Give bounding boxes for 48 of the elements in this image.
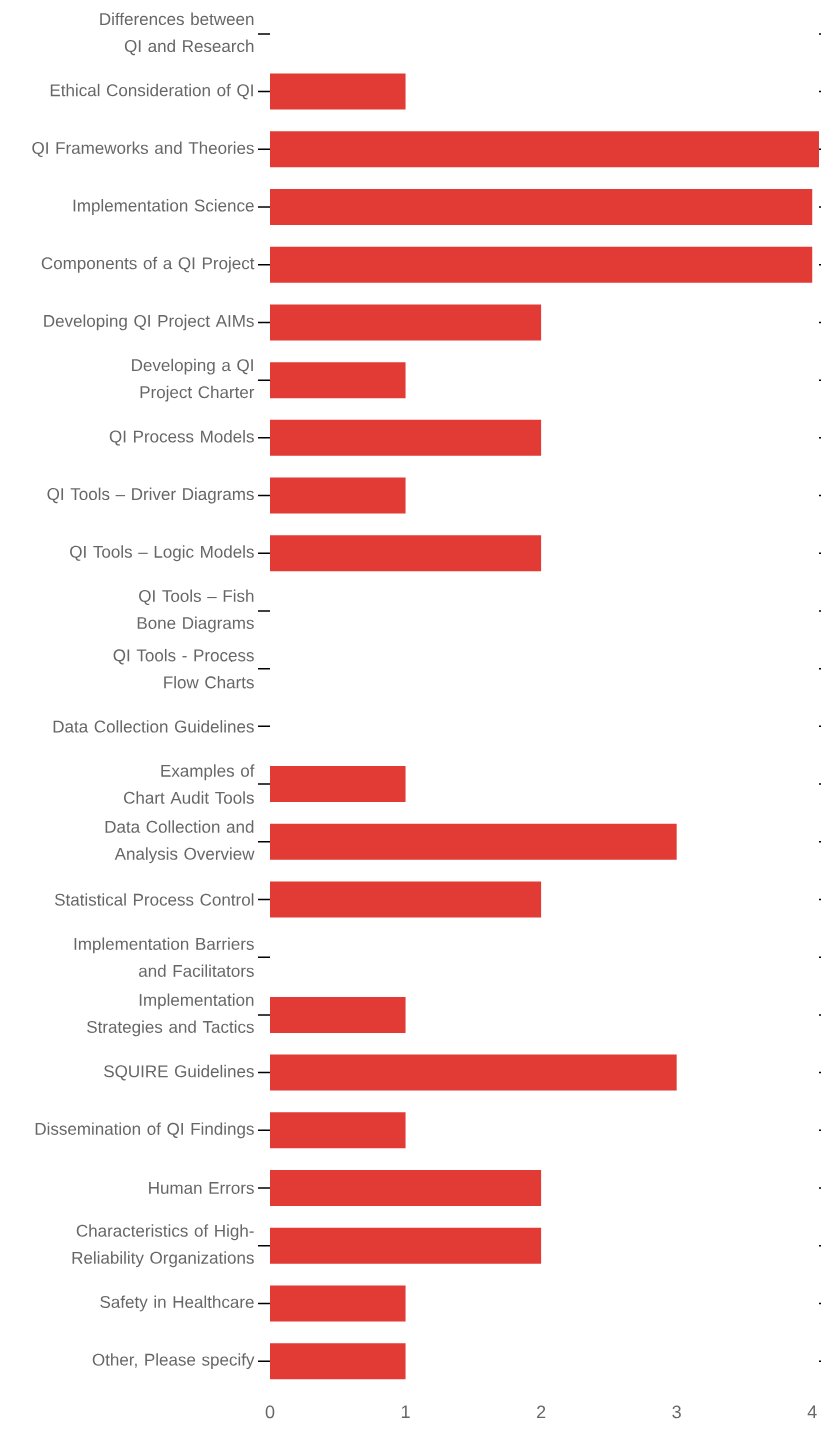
- bar: [270, 1343, 406, 1380]
- y-tick-label: Characteristics of High-Reliability Organizations: [72, 1224, 254, 1268]
- bar: [270, 1285, 406, 1322]
- x-tick-label: 3: [672, 1405, 681, 1419]
- bar: [270, 881, 542, 918]
- y-tick-label: Dissemination of QI Findings: [35, 1122, 254, 1139]
- y-tick-label: Statistical Process Control: [54, 893, 254, 906]
- bar: [270, 73, 406, 110]
- bar: [270, 766, 406, 803]
- y-tick-label: QI Frameworks and Theories: [32, 141, 254, 158]
- bar: [270, 131, 820, 168]
- bar: [270, 362, 406, 399]
- bar: [270, 1054, 677, 1091]
- y-tick-label: Implementation Strategies and Tactics: [87, 993, 254, 1037]
- bar: [270, 419, 542, 456]
- bar: [270, 189, 813, 225]
- y-tick-label: Data Collection and Analysis Overview: [105, 820, 255, 864]
- y-tick-label: QI Process Models: [109, 430, 254, 446]
- y-tick-label: Examples of Chart Audit Tools: [124, 764, 255, 804]
- y-tick-label: QI Tools - Process Flow Charts: [113, 648, 254, 689]
- y-tick-label: QI Tools – Fish Bone Diagrams: [137, 589, 254, 633]
- y-tick-label: Other, Please specify: [92, 1353, 255, 1370]
- y-tick-label: Developing a QI Project Charter: [132, 358, 255, 402]
- y-tick-label: Differences between QI and Research: [100, 12, 254, 56]
- bar: [270, 304, 542, 341]
- x-tick-label: 1: [401, 1405, 410, 1418]
- y-tick-label: SQUIRE Guidelines: [104, 1064, 254, 1081]
- bar: [270, 477, 406, 514]
- y-tick-label: Implementation Barriers and Facilitators: [74, 937, 254, 977]
- y-tick-label: Developing QI Project AIMs: [44, 314, 254, 331]
- y-tick-label: Human Errors: [149, 1182, 254, 1194]
- bar: [270, 1170, 542, 1207]
- y-tick-label: Data Collection Guidelines: [53, 720, 254, 733]
- x-tick-label: 2: [537, 1405, 546, 1419]
- y-tick-label: Ethical Consideration of QI: [50, 83, 253, 100]
- y-tick-label: Safety in Healthcare: [100, 1295, 254, 1312]
- y-tick-label: QI Tools – Driver Diagrams: [47, 487, 254, 504]
- y-tick-label: Implementation Science: [73, 199, 254, 215]
- y-tick-label: QI Tools – Logic Models: [70, 545, 254, 562]
- x-tick-label: 0: [265, 1405, 275, 1419]
- bar: [270, 823, 677, 860]
- bar: [270, 246, 813, 283]
- x-tick-label: 4: [807, 1405, 817, 1418]
- bar: [270, 1112, 406, 1149]
- bar: [270, 996, 406, 1033]
- bar: [270, 1227, 542, 1264]
- bar: [270, 535, 542, 572]
- y-tick-label: Components of a QI Project: [41, 256, 255, 273]
